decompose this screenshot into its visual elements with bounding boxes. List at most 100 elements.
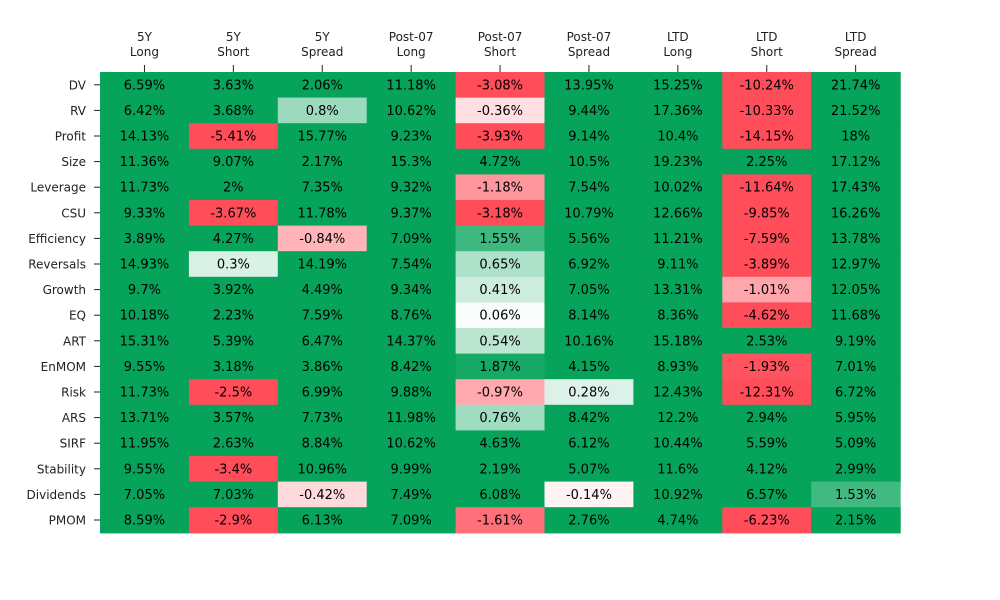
cell-value-label: 8.93% bbox=[657, 360, 698, 375]
heatmap-cell bbox=[455, 404, 546, 431]
cell-value-label: 11.95% bbox=[120, 437, 170, 452]
row-label: ART bbox=[63, 334, 87, 348]
row-label: Size bbox=[61, 155, 86, 169]
heatmap-cell bbox=[277, 456, 368, 483]
heatmap-cell bbox=[811, 251, 901, 278]
heatmap-cell bbox=[188, 72, 279, 99]
cell-value-label: 5.07% bbox=[568, 462, 609, 477]
cell-value-label: 0.06% bbox=[479, 309, 520, 324]
cell-value-label: 3.86% bbox=[302, 360, 343, 375]
heatmap-cell bbox=[722, 123, 812, 150]
cell-value-label: 15.31% bbox=[120, 334, 170, 349]
cell-value-label: 3.92% bbox=[213, 283, 254, 298]
cell-value-label: -10.33% bbox=[740, 104, 794, 119]
row-label: EnMOM bbox=[41, 360, 86, 374]
heatmap-cell bbox=[366, 379, 457, 406]
heatmap-cell bbox=[811, 456, 901, 483]
heatmap-cell bbox=[188, 97, 279, 124]
column-label: 5Y Spread bbox=[301, 30, 343, 59]
heatmap-cell bbox=[188, 148, 279, 175]
heatmap-cell bbox=[811, 302, 901, 329]
row-label: SIRF bbox=[60, 437, 86, 451]
cell-value-label: 13.71% bbox=[120, 411, 170, 426]
heatmap-cell bbox=[633, 302, 723, 329]
heatmap-cell bbox=[277, 404, 368, 431]
heatmap-cell bbox=[455, 302, 546, 329]
cell-value-label: 12.05% bbox=[831, 283, 881, 298]
heatmap-cell bbox=[455, 353, 546, 380]
cell-value-label: 2.94% bbox=[746, 411, 787, 426]
cell-value-label: 2.17% bbox=[302, 155, 343, 170]
heatmap-cell bbox=[455, 200, 546, 227]
heatmap-cell bbox=[455, 276, 546, 303]
heatmap-cell bbox=[811, 123, 901, 150]
heatmap-cell bbox=[544, 251, 634, 278]
cell-value-label: 7.05% bbox=[568, 283, 609, 298]
cell-value-label: 2.23% bbox=[213, 309, 254, 324]
column-label: LTD Short bbox=[751, 30, 783, 59]
cell-value-label: -3.18% bbox=[477, 206, 523, 221]
cell-value-label: -1.18% bbox=[477, 181, 523, 196]
heatmap-cell bbox=[277, 353, 368, 380]
heatmap-cell bbox=[188, 430, 279, 457]
cell-value-label: 6.92% bbox=[568, 258, 609, 273]
heatmap-cell bbox=[100, 456, 190, 483]
cell-value-label: 4.72% bbox=[479, 155, 520, 170]
cell-value-label: 7.03% bbox=[213, 488, 254, 503]
heatmap-cell bbox=[633, 276, 723, 303]
heatmap-cell bbox=[722, 225, 812, 252]
heatmap-cell bbox=[277, 123, 368, 150]
heatmap-cell bbox=[455, 430, 546, 457]
cell-value-label: 8.84% bbox=[302, 437, 343, 452]
heatmap-cell bbox=[811, 353, 901, 380]
cell-value-label: 6.59% bbox=[124, 78, 165, 93]
cell-value-label: 7.09% bbox=[390, 232, 431, 247]
heatmap-cell bbox=[633, 251, 723, 278]
heatmap-cell bbox=[722, 97, 812, 124]
row-label: Reversals bbox=[28, 258, 86, 272]
column-label: 5Y Long bbox=[130, 30, 159, 59]
cell-value-label: -5.41% bbox=[210, 130, 256, 145]
cell-value-label: 16.26% bbox=[831, 206, 881, 221]
heatmap-cell bbox=[188, 225, 279, 252]
heatmap-cell bbox=[277, 302, 368, 329]
row-label: Dividends bbox=[27, 488, 86, 502]
cell-value-label: 0.65% bbox=[479, 258, 520, 273]
cell-value-label: -1.61% bbox=[477, 514, 523, 529]
cell-value-label: 11.73% bbox=[120, 181, 170, 196]
heatmap-cell bbox=[277, 148, 368, 175]
cell-value-label: -6.23% bbox=[744, 514, 790, 529]
cell-value-label: -3.08% bbox=[477, 78, 523, 93]
heatmap-cell bbox=[100, 123, 190, 150]
heatmap-cell bbox=[722, 174, 812, 201]
cell-value-label: 8.42% bbox=[568, 411, 609, 426]
cell-value-label: 4.49% bbox=[302, 283, 343, 298]
cell-value-label: 14.13% bbox=[120, 130, 170, 145]
heatmap-cell bbox=[188, 379, 279, 406]
heatmap-cell bbox=[366, 123, 457, 150]
heatmap-cell bbox=[544, 200, 634, 227]
heatmap-cell bbox=[544, 276, 634, 303]
cell-value-label: 8.36% bbox=[657, 309, 698, 324]
heatmap-cell bbox=[100, 404, 190, 431]
cell-value-label: 9.44% bbox=[568, 104, 609, 119]
heatmap-cell bbox=[722, 353, 812, 380]
heatmap-cell bbox=[366, 200, 457, 227]
heatmap-cell bbox=[633, 379, 723, 406]
heatmap-cell bbox=[722, 276, 812, 303]
cell-value-label: 21.52% bbox=[831, 104, 881, 119]
heatmap-cell bbox=[722, 404, 812, 431]
cell-value-label: 10.96% bbox=[297, 462, 347, 477]
heatmap-cell bbox=[366, 328, 457, 355]
cell-value-label: 9.88% bbox=[390, 386, 431, 401]
cell-value-label: 17.12% bbox=[831, 155, 881, 170]
cell-value-label: 14.19% bbox=[297, 258, 347, 273]
heatmap-cell bbox=[633, 353, 723, 380]
cell-value-label: 13.31% bbox=[653, 283, 703, 298]
heatmap-cell bbox=[633, 97, 723, 124]
cell-value-label: 9.11% bbox=[657, 258, 698, 273]
cell-value-label: 13.95% bbox=[564, 78, 614, 93]
heatmap-cell bbox=[811, 276, 901, 303]
cell-value-label: -14.15% bbox=[740, 130, 794, 145]
heatmap-cell bbox=[722, 430, 812, 457]
